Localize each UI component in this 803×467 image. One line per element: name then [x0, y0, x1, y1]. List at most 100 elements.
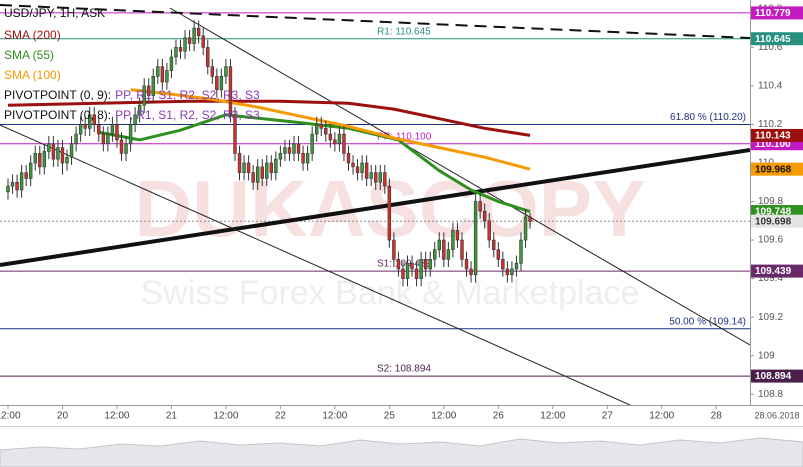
candle-body	[106, 133, 110, 145]
candle-body	[165, 70, 169, 83]
price-box	[751, 128, 803, 142]
pivot-items: PP, R1, S1, R2, S2, R3, S3	[115, 108, 260, 122]
price-box-label: 110.779	[755, 8, 791, 19]
candle-body	[251, 172, 255, 183]
dashed-trend-line	[0, 4, 750, 39]
x-tick-label: 12:00	[540, 411, 565, 422]
price-box-label: 109.968	[755, 164, 792, 175]
candle-body	[378, 172, 382, 183]
level-label: S2: 108.894	[377, 364, 431, 375]
candle-body	[401, 268, 405, 279]
price-box-label: 109.698	[755, 216, 792, 227]
x-tick-label: 12:00	[649, 411, 674, 422]
level-label: R1: 110.645	[377, 26, 431, 37]
y-tick-label: 109.8	[758, 196, 783, 207]
candle-body	[328, 133, 333, 141]
candle-body	[69, 143, 74, 158]
candle-body	[410, 262, 414, 270]
candle-body	[360, 162, 364, 173]
candle-body	[119, 139, 124, 154]
candle-body	[142, 85, 146, 106]
candle-body	[237, 153, 242, 173]
candle-body	[510, 268, 514, 276]
candle-body	[278, 153, 283, 160]
candle-body	[97, 124, 101, 135]
date-label: 28.06.2018	[754, 410, 799, 420]
candle-body	[428, 259, 432, 270]
candle-body	[6, 185, 10, 193]
candle-body	[355, 166, 360, 173]
candle-body	[65, 156, 69, 164]
channel-line	[0, 124, 631, 405]
candle-body	[369, 172, 373, 179]
price-box	[751, 214, 803, 228]
candle-body	[423, 259, 428, 270]
candle-body	[110, 124, 115, 135]
chart-title: USD/JPY, 1H, ASK	[4, 6, 105, 20]
candle-body	[196, 27, 201, 37]
candle-body	[460, 239, 464, 260]
candle-body	[219, 75, 224, 91]
candle-body	[374, 172, 378, 183]
candle-body	[10, 181, 15, 187]
y-tick-label: 109.6	[758, 235, 783, 246]
candle-body	[83, 124, 87, 129]
candle-body	[215, 75, 219, 91]
candle-body	[242, 162, 246, 173]
candle-body	[505, 268, 510, 276]
legend: USD/JPY, 1H, ASK SMA (200) SMA (55) SMA (1…	[4, 6, 260, 122]
price-box	[751, 162, 803, 176]
candle-body	[74, 133, 78, 145]
candle-body	[192, 27, 196, 44]
level-label: PP: 110.100	[377, 131, 432, 142]
candle-body	[419, 259, 423, 279]
candle-body	[296, 143, 301, 154]
price-box	[751, 264, 803, 278]
pivot-name: PIVOTPOINT (0, 9):	[4, 88, 111, 102]
y-tick-label: 110.6	[758, 42, 783, 53]
price-box-label: 110.645	[755, 34, 791, 45]
candle-body	[396, 259, 401, 270]
candle-body	[160, 66, 165, 83]
candle-body	[255, 166, 260, 183]
candle-body	[446, 249, 451, 260]
candle-body	[210, 66, 214, 77]
candle-body	[305, 153, 310, 164]
level-label: S1: 109.439	[377, 259, 431, 270]
x-tick-label: 12:00	[431, 411, 456, 422]
candle-body	[478, 201, 482, 212]
candle-body	[187, 37, 192, 44]
candle-body	[24, 172, 28, 179]
candle-body	[78, 124, 83, 135]
price-box	[751, 369, 803, 383]
candles	[6, 20, 532, 287]
candle-body	[128, 124, 133, 145]
candle-body	[501, 259, 505, 270]
candle-body	[269, 162, 274, 173]
candle-body	[28, 162, 33, 179]
pivot-items: PP, R1, S1, R2, S2, R3, S3	[115, 88, 260, 102]
candle-body	[414, 268, 419, 279]
price-box-label: 110.143	[755, 131, 791, 142]
candle-body	[451, 230, 455, 251]
candle-body	[292, 143, 296, 154]
x-tick-label: 26	[493, 411, 505, 422]
legend-entry: SMA (200)	[4, 28, 61, 42]
candle-body	[487, 220, 491, 241]
candle-body	[405, 262, 410, 279]
level-label: 50.00 % (109.14)	[669, 316, 746, 327]
legend-entry: SMA (100)	[4, 68, 61, 82]
x-tick-label: 12:00	[322, 411, 347, 422]
x-tick-label: 28	[711, 411, 723, 422]
candle-body	[346, 153, 351, 164]
price-box-label: 110.100	[755, 139, 791, 150]
candle-body	[33, 153, 37, 164]
candle-body	[442, 239, 446, 260]
candle-body	[392, 239, 396, 260]
candle-body	[56, 147, 60, 160]
y-tick-label: 110.2	[758, 119, 783, 130]
candle-body	[319, 124, 323, 129]
candle-body	[333, 139, 337, 145]
price-box-label: 109.748	[755, 207, 792, 218]
